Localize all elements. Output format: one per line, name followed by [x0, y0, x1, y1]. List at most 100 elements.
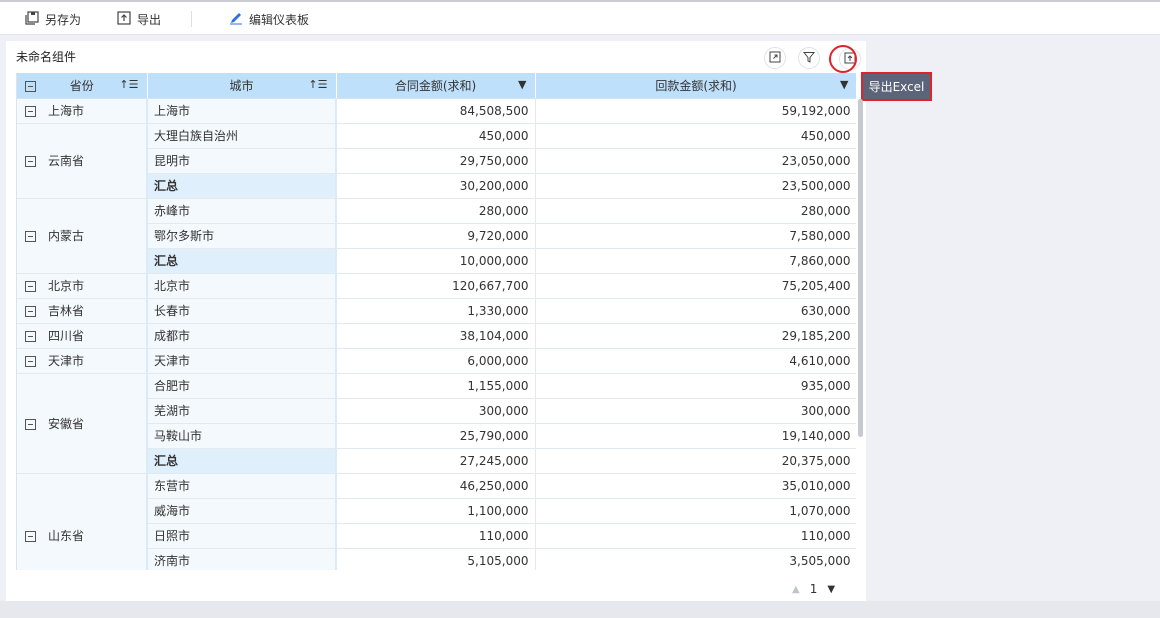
header-city-label: 城市	[229, 78, 254, 93]
payment-cell: 630,000	[535, 298, 856, 324]
edit-dashboard-label: 编辑仪表板	[249, 12, 310, 27]
contract-cell: 280,000	[336, 198, 536, 224]
contract-cell: 1,155,000	[336, 373, 536, 399]
table-row: 四川省 成都市 38,104,000 29,185,200	[17, 323, 856, 349]
collapse-icon[interactable]	[25, 306, 36, 317]
province-label: 天津市	[48, 354, 85, 368]
contract-cell: 38,104,000	[336, 323, 536, 349]
payment-cell: 1,070,000	[535, 498, 856, 524]
contract-cell: 29,750,000	[336, 148, 536, 174]
payment-cell: 35,010,000	[535, 473, 856, 499]
header-payment-label: 回款金额(求和)	[655, 78, 737, 93]
city-cell: 长春市	[147, 298, 337, 324]
sort-icon[interactable]: ↑☰	[308, 78, 328, 91]
province-cell: 云南省	[17, 123, 148, 199]
collapse-all-icon[interactable]	[25, 79, 36, 93]
collapse-icon[interactable]	[25, 331, 36, 342]
province-label: 吉林省	[48, 304, 85, 318]
table-row: 马鞍山市 25,790,000 19,140,000	[17, 423, 856, 449]
prev-page-icon[interactable]: ▲	[792, 583, 800, 595]
city-cell: 汇总	[147, 248, 337, 274]
payment-cell: 3,505,000	[535, 548, 856, 570]
next-page-icon[interactable]: ▼	[827, 583, 836, 595]
pivot-table: 省份 ↑☰ 城市 ↑☰ 合同金额(求和) ▼ 回款金额(求和) ▼ 上海市 上海市…	[16, 73, 856, 570]
province-cell: 安徽省	[17, 373, 148, 474]
edit-dashboard-button[interactable]: 编辑仪表板	[229, 10, 309, 28]
collapse-icon[interactable]	[25, 531, 36, 542]
sort-icon[interactable]: ↑☰	[119, 78, 139, 91]
city-cell: 威海市	[147, 498, 337, 524]
export-button[interactable]: 导出	[117, 10, 161, 28]
collapse-icon[interactable]	[25, 231, 36, 242]
city-cell: 马鞍山市	[147, 423, 337, 449]
city-cell: 大理白族自治州	[147, 123, 337, 149]
header-city[interactable]: 城市 ↑☰	[147, 73, 337, 99]
table-row: 日照市 110,000 110,000	[17, 523, 856, 549]
city-cell: 上海市	[147, 98, 337, 124]
province-cell: 山东省	[17, 473, 148, 570]
collapse-icon[interactable]	[25, 156, 36, 167]
payment-cell: 4,610,000	[535, 348, 856, 374]
payment-cell: 75,205,400	[535, 273, 856, 299]
collapse-icon[interactable]	[25, 356, 36, 367]
province-cell: 吉林省	[17, 298, 148, 324]
dropdown-triangle-icon[interactable]: ▼	[840, 78, 849, 91]
city-cell: 济南市	[147, 548, 337, 570]
city-cell: 赤峰市	[147, 198, 337, 224]
payment-cell: 29,185,200	[535, 323, 856, 349]
city-cell: 成都市	[147, 323, 337, 349]
header-contract-label: 合同金额(求和)	[394, 78, 477, 93]
table-row: 天津市 天津市 6,000,000 4,610,000	[17, 348, 856, 374]
contract-cell: 1,330,000	[336, 298, 536, 324]
filter-icon	[802, 51, 816, 66]
filter-button[interactable]	[798, 47, 820, 69]
city-cell: 日照市	[147, 523, 337, 549]
contract-cell: 300,000	[336, 398, 536, 424]
contract-cell: 110,000	[336, 523, 536, 549]
table-row: 汇总 27,245,000 20,375,000	[17, 448, 856, 474]
city-cell: 合肥市	[147, 373, 337, 399]
export-excel-tooltip: 导出Excel	[861, 72, 932, 101]
payment-cell: 300,000	[535, 398, 856, 424]
table-row: 山东省 东营市 46,250,000 35,010,000	[17, 473, 856, 570]
city-cell: 天津市	[147, 348, 337, 374]
province-label: 安徽省	[48, 416, 85, 431]
export-excel-button[interactable]	[839, 48, 861, 70]
table-row: 威海市 1,100,000 1,070,000	[17, 498, 856, 524]
province-label: 上海市	[48, 104, 85, 118]
collapse-icon[interactable]	[25, 418, 36, 430]
contract-cell: 46,250,000	[336, 473, 536, 499]
table-row: 吉林省 长春市 1,330,000 630,000	[17, 298, 856, 324]
province-label: 云南省	[48, 154, 85, 168]
dropdown-triangle-icon[interactable]: ▼	[518, 78, 527, 91]
contract-cell: 9,720,000	[336, 223, 536, 249]
collapse-icon[interactable]	[25, 281, 36, 292]
contract-cell: 450,000	[336, 123, 536, 149]
payment-cell: 110,000	[535, 523, 856, 549]
fullscreen-button[interactable]	[764, 47, 786, 69]
payment-cell: 935,000	[535, 373, 856, 399]
table-row: 鄂尔多斯市 9,720,000 7,580,000	[17, 223, 856, 249]
contract-cell: 5,105,000	[336, 548, 536, 570]
header-contract[interactable]: 合同金额(求和) ▼	[336, 73, 536, 99]
toolbar-divider	[191, 11, 192, 27]
header-province[interactable]: 省份 ↑☰	[17, 73, 148, 99]
save-icon	[25, 10, 39, 28]
table-row: 汇总 30,200,000 23,500,000	[17, 173, 856, 199]
header-payment[interactable]: 回款金额(求和) ▼	[535, 73, 856, 99]
province-cell: 天津市	[17, 348, 148, 374]
vertical-scrollbar[interactable]	[858, 99, 863, 437]
city-cell: 北京市	[147, 273, 337, 299]
table-row: 上海市 上海市 84,508,500 59,192,000	[17, 98, 856, 124]
payment-cell: 7,580,000	[535, 223, 856, 249]
contract-cell: 84,508,500	[336, 98, 536, 124]
header-province-label: 省份	[69, 78, 94, 93]
payment-cell: 59,192,000	[535, 98, 856, 124]
payment-cell: 23,050,000	[535, 148, 856, 174]
province-label: 四川省	[48, 329, 85, 343]
payment-cell: 23,500,000	[535, 173, 856, 199]
city-cell: 汇总	[147, 173, 337, 199]
collapse-icon[interactable]	[25, 106, 36, 117]
save-as-button[interactable]: 另存为	[25, 10, 81, 28]
province-cell: 上海市	[17, 98, 148, 124]
